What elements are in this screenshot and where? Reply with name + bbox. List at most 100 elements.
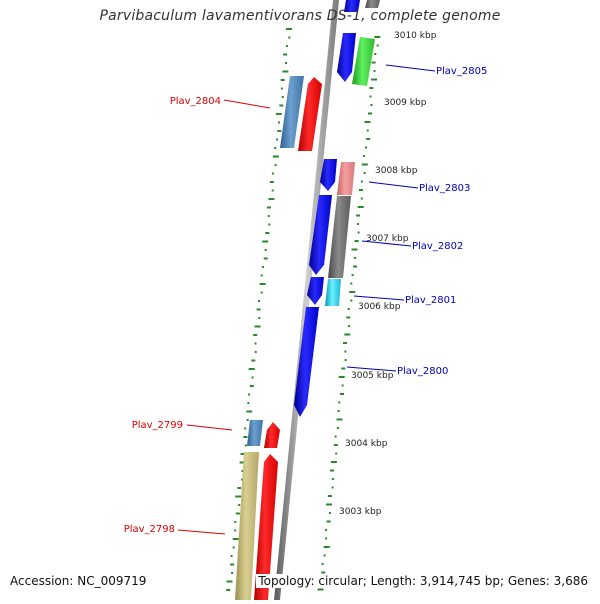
gene-arrow-plav-2799-red[interactable] xyxy=(264,422,280,448)
track-dot xyxy=(341,384,344,387)
left-dotted-track xyxy=(226,28,292,591)
track-dot xyxy=(286,28,292,30)
track-dot xyxy=(238,504,241,506)
track-dot xyxy=(351,248,358,251)
track-dot xyxy=(246,419,249,421)
track-dot xyxy=(365,146,367,149)
track-dot xyxy=(374,53,377,55)
gene-arrow-plav-2801-blue[interactable] xyxy=(307,277,324,305)
track-dot xyxy=(340,393,344,395)
track-dot xyxy=(376,44,379,47)
scale-label: 3006 kbp xyxy=(358,302,401,312)
accession-text: Accession: NC_009719 xyxy=(8,574,149,588)
track-dot xyxy=(276,138,279,141)
gene-arrow-plav-2802-blue[interactable] xyxy=(309,195,332,275)
track-dot xyxy=(326,520,331,523)
gene-arrow-plav-2799-steel[interactable] xyxy=(247,420,263,446)
track-dot xyxy=(260,291,263,294)
track-dot xyxy=(269,181,274,183)
track-dot xyxy=(247,402,250,404)
track-dot xyxy=(338,376,345,378)
track-dot xyxy=(338,401,341,404)
track-dot xyxy=(328,512,331,514)
track-dot xyxy=(258,300,260,302)
track-dot xyxy=(349,291,356,293)
track-dot xyxy=(285,62,287,64)
track-dot xyxy=(373,70,376,72)
gene-arrow-plav-2805-green[interactable] xyxy=(352,37,375,86)
gene-label-plav-2798[interactable]: Plav_2798 xyxy=(124,524,175,535)
track-dot xyxy=(239,461,244,464)
track-dot xyxy=(240,453,247,455)
track-dot xyxy=(260,274,263,277)
track-dot xyxy=(285,45,288,47)
gene-arrow-plav-2804-red[interactable] xyxy=(298,77,322,151)
gene-label-plav-2805[interactable]: Plav_2805 xyxy=(436,66,487,77)
track-dot xyxy=(274,147,277,149)
track-dot xyxy=(280,87,283,90)
gene-arrows xyxy=(235,0,380,600)
gene-arrow-top-blue[interactable] xyxy=(344,0,360,12)
track-dot xyxy=(358,189,363,191)
track-dot xyxy=(323,546,330,548)
gene-arrow-plav-2798-red[interactable] xyxy=(254,454,278,600)
gene-label-plav-2799[interactable]: Plav_2799 xyxy=(132,420,183,431)
track-dot xyxy=(334,435,337,438)
gene-arrow-top-gray[interactable] xyxy=(365,0,380,8)
scale-label: 3007 kbp xyxy=(366,234,409,244)
track-dot xyxy=(234,521,237,523)
track-dot xyxy=(337,427,339,429)
track-dot xyxy=(282,70,289,73)
track-dot xyxy=(251,359,256,362)
track-dot xyxy=(348,325,351,327)
gene-arrow-plav-2798-khaki[interactable] xyxy=(235,452,259,600)
track-dot xyxy=(244,427,247,430)
track-dot xyxy=(330,461,337,463)
track-dot xyxy=(251,376,254,379)
track-dot xyxy=(226,589,231,591)
track-dot xyxy=(277,130,282,132)
gene-label-plav-2804[interactable]: Plav_2804 xyxy=(170,96,221,107)
track-dot xyxy=(327,495,332,497)
track-dot xyxy=(249,385,254,387)
scale-label: 3008 kbp xyxy=(375,166,418,176)
topology-text: Topology: circular; Length: 3,914,745 bp… xyxy=(256,574,590,588)
track-dot xyxy=(331,478,334,480)
gene-label-plav-2801[interactable]: Plav_2801 xyxy=(405,295,456,306)
gene-arrow-plav-2803-pink[interactable] xyxy=(337,162,355,195)
gene-arrow-plav-2800-blue[interactable] xyxy=(294,307,319,417)
track-dot xyxy=(283,53,288,56)
track-dot xyxy=(243,436,248,438)
track-dot xyxy=(354,257,357,259)
track-dot xyxy=(226,580,233,583)
track-dot xyxy=(272,155,279,158)
gene-arrow-plav-2803-blue[interactable] xyxy=(320,159,337,191)
gene-arrow-plav-2802-gray[interactable] xyxy=(328,196,351,278)
track-dot xyxy=(317,588,324,591)
gene-arrow-plav-2805-blue[interactable] xyxy=(337,33,356,82)
track-dot xyxy=(351,274,354,276)
gene-labels: Plav_2805 Plav_2804 Plav_2803 Plav_2802 … xyxy=(124,66,488,535)
gene-arrow-plav-2804-steel[interactable] xyxy=(280,76,304,148)
gene-label-plav-2802[interactable]: Plav_2802 xyxy=(412,241,463,252)
track-dot xyxy=(330,469,335,472)
gene-arrow-plav-2801-cyan[interactable] xyxy=(325,279,341,306)
track-dot xyxy=(331,486,334,489)
track-dot xyxy=(254,351,257,353)
track-dot xyxy=(262,266,265,268)
track-dot xyxy=(258,317,261,319)
gene-label-plav-2803[interactable]: Plav_2803 xyxy=(419,183,470,194)
track-dot xyxy=(363,172,366,174)
track-dot xyxy=(343,342,347,344)
scale-label: 3003 kbp xyxy=(339,507,382,517)
track-dot xyxy=(231,572,234,574)
track-dot xyxy=(356,214,361,217)
track-dot xyxy=(374,36,381,38)
track-dot xyxy=(321,563,324,565)
gene-label-plav-2800[interactable]: Plav_2800 xyxy=(397,366,448,377)
track-dot xyxy=(350,299,353,302)
track-dot xyxy=(248,393,251,396)
track-dot xyxy=(357,231,360,234)
track-dot xyxy=(360,197,363,200)
track-dot xyxy=(235,495,242,498)
